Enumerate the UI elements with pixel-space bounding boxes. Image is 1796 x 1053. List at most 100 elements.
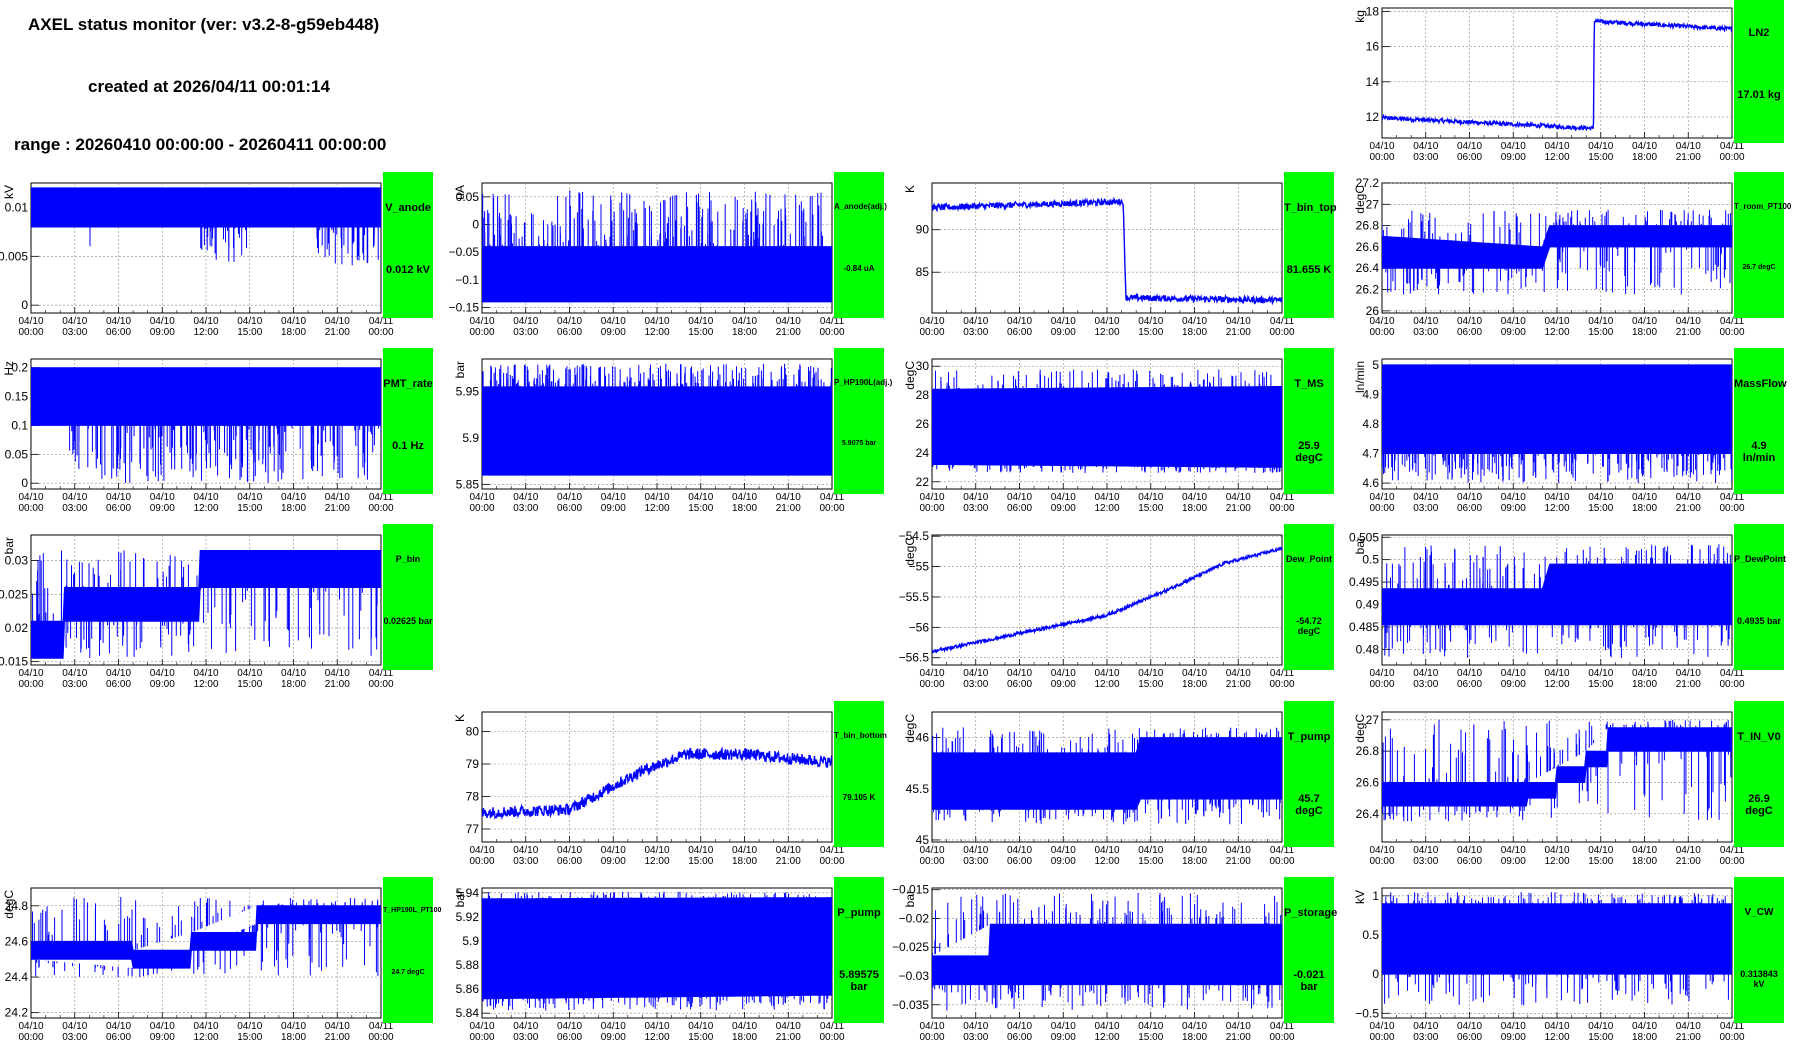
- status-tag-t_pump: T_pump 45.7 degC: [1284, 701, 1334, 847]
- chart-panel-t_bin_bottom: 04/10 00:00 04/10 03:00 04/10 06:00 04/10 09:00…: [451, 701, 888, 877]
- x-tick-time: 06:00: [106, 503, 131, 514]
- x-tick-date: 04/10: [557, 492, 582, 503]
- data-line: [1382, 17, 1732, 132]
- x-tick-date: 04/10: [1632, 1021, 1657, 1032]
- x-tick-date: 04/10: [237, 316, 262, 327]
- sensor-name: MassFlow: [1734, 378, 1787, 390]
- sensor-name: T_bin_bottom: [834, 731, 887, 740]
- chart-svg: 04/1000:0004/1003:0004/1006:0004/1009:00…: [0, 534, 394, 690]
- chart-panel-ln2: 04/10 00:00 04/10 03:00 04/10 06:00 04/10 09:00…: [1351, 0, 1788, 173]
- chart-svg: 04/1000:0004/1003:0004/1006:0004/1009:00…: [903, 358, 1295, 514]
- y-tick-label: 46: [916, 731, 930, 745]
- x-tick-time: 21:00: [1676, 152, 1701, 163]
- chart-panel-t_pump: 04/10 00:00 04/10 03:00 04/10 06:00 04/10 09:00…: [901, 701, 1338, 877]
- x-tick-time: 03:00: [513, 327, 538, 338]
- series-trace: [31, 550, 381, 659]
- y-tick-label: −0.015: [892, 883, 929, 897]
- x-tick-date: 04/10: [18, 668, 43, 679]
- y-tick-label: 28: [916, 388, 930, 402]
- data-line: [932, 546, 1282, 654]
- x-tick-date: 04/10: [1632, 668, 1657, 679]
- sensor-value: 81.655 K: [1286, 264, 1332, 276]
- data-band: [31, 905, 381, 969]
- x-tick-date: 04/10: [1501, 492, 1526, 503]
- x-tick-time: 12:00: [1094, 679, 1119, 690]
- x-tick-time: 09:00: [1051, 327, 1076, 338]
- x-tick-time: 15:00: [237, 679, 262, 690]
- x-tick-date: 04/10: [1457, 845, 1482, 856]
- x-tick-date: 04/10: [1007, 492, 1032, 503]
- x-tick-date: 04/10: [469, 316, 494, 327]
- x-tick-date: 04/10: [1457, 316, 1482, 327]
- y-tick-label: 0: [21, 298, 28, 312]
- chart-svg: 04/1000:0004/1003:0004/1006:0004/1009:00…: [453, 886, 845, 1043]
- x-tick-date: 04/10: [1051, 845, 1076, 856]
- y-tick-label: 27: [1366, 197, 1380, 211]
- x-tick-time: 03:00: [1413, 152, 1438, 163]
- x-tick-date: 04/10: [1182, 845, 1207, 856]
- x-tick-date: 04/10: [1051, 668, 1076, 679]
- data-band: [1382, 903, 1732, 975]
- x-tick-date: 04/11: [369, 492, 394, 503]
- x-tick-time: 15:00: [1138, 503, 1163, 514]
- x-tick-date: 04/10: [919, 1021, 944, 1032]
- y-tick-label: 4.8: [1362, 417, 1379, 431]
- x-tick-time: 00:00: [1719, 152, 1744, 163]
- x-tick-date: 04/10: [1544, 668, 1569, 679]
- x-tick-date: 04/10: [469, 492, 494, 503]
- y-tick-label: 0.495: [1349, 575, 1379, 589]
- status-tag-v_cw: V_CW 0.313843 kV: [1734, 877, 1784, 1023]
- sensor-value: 25.9 degC: [1295, 440, 1323, 464]
- x-tick-date: 04/10: [1457, 492, 1482, 503]
- x-tick-date: 04/10: [1544, 1021, 1569, 1032]
- x-tick-date: 04/11: [820, 1021, 845, 1032]
- x-tick-time: 15:00: [688, 856, 713, 867]
- x-tick-time: 00:00: [469, 327, 494, 338]
- x-tick-time: 12:00: [193, 503, 218, 514]
- data-spikes: [1382, 719, 1732, 822]
- y-axis-label: Hz: [2, 361, 16, 376]
- x-tick-date: 04/10: [1226, 1021, 1251, 1032]
- y-tick-label: 26.6: [1356, 240, 1380, 254]
- x-tick-date: 04/10: [1138, 668, 1163, 679]
- x-tick-time: 00:00: [819, 856, 844, 867]
- x-tick-time: 06:00: [1457, 152, 1482, 163]
- y-tick-label: 1: [1372, 889, 1379, 903]
- chart-panel-a_anode: 04/10 00:00 04/10 03:00 04/10 06:00 04/10 09:00…: [449, 172, 888, 348]
- x-tick-time: 18:00: [1632, 679, 1657, 690]
- status-tag-t_bin_top: T_bin_top 81.655 K: [1284, 172, 1337, 318]
- y-tick-label: 0.505: [1349, 530, 1379, 544]
- x-tick-date: 04/11: [1720, 316, 1745, 327]
- y-tick-label: 5.9: [462, 431, 479, 445]
- x-tick-date: 04/10: [1369, 141, 1394, 152]
- x-tick-date: 04/10: [193, 492, 218, 503]
- series-trace: [1382, 210, 1732, 295]
- x-tick-date: 04/10: [1501, 316, 1526, 327]
- x-tick-time: 00:00: [819, 1032, 844, 1043]
- x-tick-time: 18:00: [1182, 327, 1207, 338]
- created-timestamp: created at 2026/04/11 00:01:14: [88, 77, 330, 96]
- y-tick-label: 26.8: [1356, 744, 1380, 758]
- x-tick-time: 09:00: [1501, 152, 1526, 163]
- x-tick-date: 04/10: [1501, 668, 1526, 679]
- x-tick-date: 04/10: [557, 1021, 582, 1032]
- x-tick-date: 04/10: [237, 1021, 262, 1032]
- x-tick-time: 09:00: [601, 856, 626, 867]
- x-tick-time: 12:00: [1544, 856, 1569, 867]
- y-tick-label: −56: [909, 620, 930, 634]
- y-tick-label: 5.86: [456, 982, 480, 996]
- x-tick-time: 03:00: [62, 503, 87, 514]
- x-tick-time: 12:00: [1544, 679, 1569, 690]
- x-tick-time: 09:00: [150, 327, 175, 338]
- x-tick-time: 00:00: [1369, 327, 1394, 338]
- x-tick-date: 04/10: [1676, 668, 1701, 679]
- x-tick-time: 21:00: [1676, 679, 1701, 690]
- x-tick-date: 04/10: [1138, 492, 1163, 503]
- x-tick-time: 12:00: [193, 327, 218, 338]
- y-axis-label: bar: [903, 890, 917, 907]
- x-tick-date: 04/10: [193, 316, 218, 327]
- y-tick-label: 0.05: [456, 190, 480, 204]
- x-tick-date: 04/11: [1270, 668, 1295, 679]
- sensor-name: V_CW: [1744, 907, 1774, 918]
- x-tick-date: 04/10: [1676, 316, 1701, 327]
